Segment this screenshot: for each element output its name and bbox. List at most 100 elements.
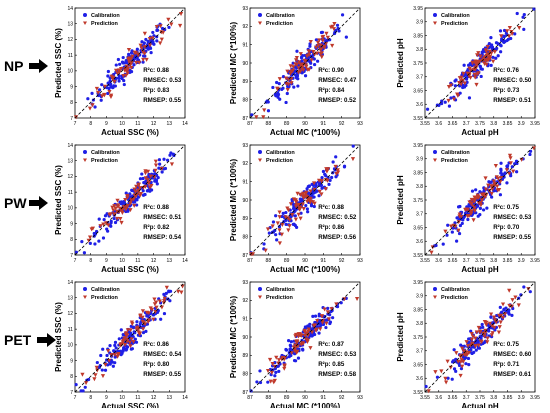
legend-prediction-label: Prediction bbox=[441, 295, 469, 301]
prediction-point bbox=[153, 168, 158, 173]
x-axis-label: Actual MC (*100%) bbox=[270, 265, 341, 274]
prediction-point bbox=[125, 68, 130, 73]
calibration-point bbox=[522, 13, 526, 17]
prediction-point bbox=[277, 228, 282, 233]
legend-calibration-marker bbox=[83, 150, 87, 154]
calibration-point bbox=[92, 231, 96, 236]
stats-block: R²c: 0.90 RMSEC: 0.47 R²p: 0.84 RMSEP: 0.52 bbox=[318, 67, 357, 104]
legend-prediction-marker bbox=[433, 21, 437, 25]
points-layer bbox=[74, 151, 176, 255]
calibration-point bbox=[122, 82, 126, 87]
calibration-point bbox=[152, 42, 156, 46]
calibration-point bbox=[317, 314, 321, 318]
calibration-point bbox=[117, 337, 121, 341]
prediction-point bbox=[484, 322, 489, 327]
y-axis-label: Predicted SSC (%) bbox=[54, 28, 63, 98]
x-tick-label: 91 bbox=[321, 395, 327, 401]
stat-label: R²c: 0.87 bbox=[318, 341, 344, 348]
legend-prediction-label: Prediction bbox=[441, 21, 469, 27]
prediction-point bbox=[179, 290, 184, 295]
calibration-point bbox=[113, 340, 118, 344]
prediction-point bbox=[285, 87, 290, 92]
prediction-point bbox=[126, 48, 132, 53]
prediction-point bbox=[101, 222, 106, 227]
prediction-point bbox=[92, 377, 97, 382]
prediction-point bbox=[467, 200, 472, 205]
calibration-point bbox=[144, 37, 148, 42]
y-tick-label: 93 bbox=[242, 6, 248, 12]
calibration-point bbox=[317, 182, 322, 187]
prediction-point bbox=[147, 37, 152, 42]
prediction-point bbox=[483, 176, 488, 181]
prediction-point bbox=[487, 321, 493, 326]
calibration-point bbox=[155, 182, 159, 186]
calibration-point bbox=[522, 27, 526, 31]
prediction-point bbox=[490, 324, 495, 329]
identity-line bbox=[249, 144, 361, 256]
calibration-point bbox=[467, 202, 471, 207]
calibration-point bbox=[122, 201, 127, 205]
stat-label: RMSEC: 0.60 bbox=[493, 351, 532, 358]
stat-label: RMSEC: 0.53 bbox=[493, 214, 532, 221]
y-tick-label: 88 bbox=[242, 371, 248, 377]
prediction-point bbox=[473, 344, 478, 348]
calibration-point bbox=[479, 74, 483, 79]
prediction-point bbox=[128, 208, 133, 213]
calibration-point bbox=[113, 343, 117, 347]
stat-label: RMSEP: 0.54 bbox=[143, 234, 181, 241]
calibration-point bbox=[528, 152, 532, 157]
stats-block: R²c: 0.87 RMSEC: 0.53 R²p: 0.85 RMSEP: 0.58 bbox=[318, 341, 357, 378]
x-axis-label: Actual SSC (%) bbox=[101, 265, 159, 274]
y-tick-label: 89 bbox=[242, 79, 248, 85]
prediction-point bbox=[147, 185, 153, 190]
prediction-point bbox=[176, 289, 181, 294]
prediction-point bbox=[319, 314, 324, 319]
prediction-point bbox=[464, 207, 469, 212]
y-tick-label: 7 bbox=[70, 116, 73, 122]
prediction-point bbox=[493, 163, 498, 168]
prediction-point bbox=[462, 353, 467, 358]
calibration-point bbox=[157, 158, 162, 162]
calibration-point bbox=[93, 105, 97, 109]
prediction-point bbox=[124, 64, 130, 69]
calibration-point bbox=[271, 368, 275, 372]
legend: Calibration Prediction bbox=[258, 287, 295, 301]
prediction-point bbox=[136, 182, 142, 187]
calibration-point bbox=[317, 194, 321, 198]
calibration-point bbox=[108, 344, 112, 348]
prediction-point bbox=[478, 203, 484, 208]
calibration-point bbox=[266, 380, 270, 384]
prediction-point bbox=[291, 197, 296, 202]
x-tick-label: 14 bbox=[182, 121, 188, 127]
y-tick-label: 3.8 bbox=[416, 47, 423, 53]
calibration-point bbox=[284, 100, 288, 105]
calibration-point bbox=[145, 314, 149, 318]
calibration-point bbox=[169, 151, 173, 155]
calibration-point bbox=[165, 158, 170, 162]
legend-calibration-label: Calibration bbox=[91, 13, 120, 19]
prediction-point bbox=[265, 227, 271, 232]
calibration-point bbox=[135, 320, 139, 324]
prediction-point bbox=[114, 209, 120, 214]
prediction-point bbox=[298, 192, 303, 197]
stat-label: RMSEP: 0.52 bbox=[318, 97, 356, 104]
prediction-point bbox=[108, 212, 113, 217]
prediction-point bbox=[477, 330, 483, 335]
prediction-point bbox=[93, 373, 98, 378]
prediction-point bbox=[95, 90, 101, 95]
legend-prediction-marker bbox=[258, 295, 262, 299]
prediction-point bbox=[154, 300, 159, 305]
prediction-point bbox=[261, 115, 266, 120]
prediction-point bbox=[154, 305, 159, 310]
stat-label: RMSEC: 0.53 bbox=[318, 351, 357, 358]
prediction-point bbox=[274, 355, 279, 360]
calibration-point bbox=[510, 313, 514, 317]
prediction-point bbox=[323, 187, 328, 192]
prediction-point bbox=[275, 221, 280, 226]
calibration-point bbox=[267, 231, 271, 235]
prediction-point bbox=[443, 376, 448, 381]
y-axis-label: Predicted SSC (%) bbox=[54, 302, 63, 372]
y-tick-label: 14 bbox=[67, 143, 73, 149]
x-tick-label: 93 bbox=[357, 121, 363, 127]
calibration-point bbox=[288, 343, 292, 347]
